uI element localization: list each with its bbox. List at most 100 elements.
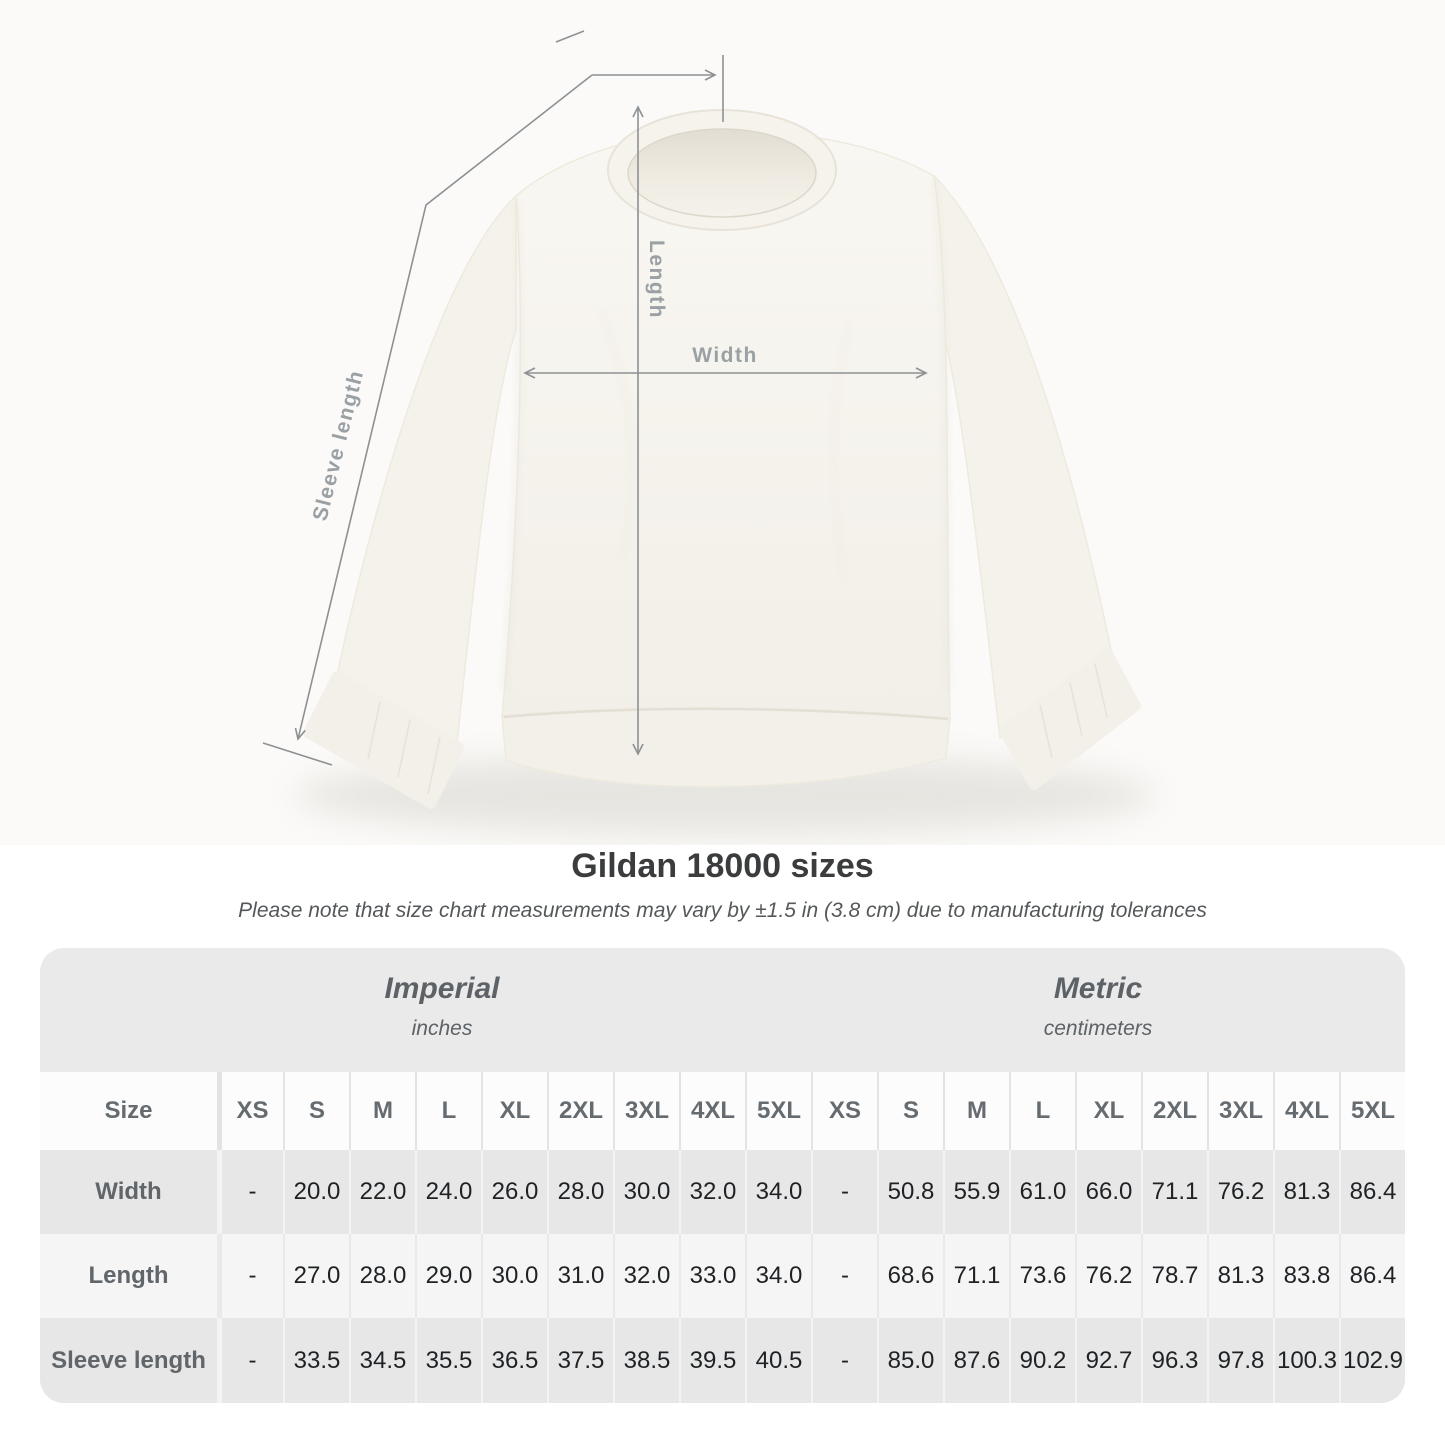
size-header-metric-4xl: 4XL bbox=[1273, 1072, 1339, 1150]
value-metric-row2-col1: 85.0 bbox=[877, 1318, 943, 1403]
value-imperial-row0-col2: 22.0 bbox=[349, 1150, 415, 1234]
sweatshirt-size-diagram: Length Width Sleeve length bbox=[262, 30, 1155, 835]
value-imperial-row2-col0: - bbox=[217, 1318, 283, 1403]
value-imperial-row0-col1: 20.0 bbox=[283, 1150, 349, 1234]
metric-label: Metric bbox=[1053, 972, 1143, 1005]
right-side-seam bbox=[932, 179, 950, 691]
tolerance-note: Please note that size chart measurements… bbox=[238, 899, 1207, 922]
left-cuff bbox=[303, 671, 464, 809]
wrinkle bbox=[831, 319, 852, 581]
size-header-imperial-m: M bbox=[349, 1072, 415, 1150]
value-imperial-row2-col2: 34.5 bbox=[349, 1318, 415, 1403]
unit-group-metric: Metric centimeters bbox=[888, 972, 1308, 1041]
size-header-metric-xl: XL bbox=[1075, 1072, 1141, 1150]
value-metric-row2-col4: 92.7 bbox=[1075, 1318, 1141, 1403]
size-header-imperial-3xl: 3XL bbox=[613, 1072, 679, 1150]
size-header-imperial-4xl: 4XL bbox=[679, 1072, 745, 1150]
value-metric-row2-col8: 102.9 bbox=[1339, 1318, 1405, 1403]
value-imperial-row1-col3: 29.0 bbox=[415, 1234, 481, 1318]
right-cuff bbox=[999, 649, 1141, 790]
value-imperial-row1-col2: 28.0 bbox=[349, 1234, 415, 1318]
imperial-unit-label: inches bbox=[411, 1017, 473, 1040]
value-imperial-row1-col8: 34.0 bbox=[745, 1234, 811, 1318]
unit-band: Imperial inches Metric centimeters bbox=[40, 948, 1405, 1072]
value-imperial-row2-col4: 36.5 bbox=[481, 1318, 547, 1403]
value-imperial-row0-col4: 26.0 bbox=[481, 1150, 547, 1234]
size-header-imperial-xl: XL bbox=[481, 1072, 547, 1150]
value-metric-row2-col3: 90.2 bbox=[1009, 1318, 1075, 1403]
value-metric-row2-col0: - bbox=[811, 1318, 877, 1403]
value-imperial-row1-col4: 30.0 bbox=[481, 1234, 547, 1318]
value-metric-row1-col8: 86.4 bbox=[1339, 1234, 1405, 1318]
value-metric-row0-col8: 86.4 bbox=[1339, 1150, 1405, 1234]
value-imperial-row0-col5: 28.0 bbox=[547, 1150, 613, 1234]
value-metric-row0-col3: 61.0 bbox=[1009, 1150, 1075, 1234]
row-label-sleeve-length: Sleeve length bbox=[40, 1318, 217, 1403]
wrinkle bbox=[598, 309, 635, 561]
measurement-annotations bbox=[262, 30, 928, 766]
value-metric-row2-col5: 96.3 bbox=[1141, 1318, 1207, 1403]
neck-opening bbox=[627, 128, 817, 218]
hem-seam bbox=[503, 707, 949, 721]
value-imperial-row1-col1: 27.0 bbox=[283, 1234, 349, 1318]
value-metric-row0-col2: 55.9 bbox=[943, 1150, 1009, 1234]
size-header-imperial-s: S bbox=[283, 1072, 349, 1150]
row-label-width: Width bbox=[40, 1150, 217, 1234]
size-header-metric-m: M bbox=[943, 1072, 1009, 1150]
value-metric-row0-col5: 71.1 bbox=[1141, 1150, 1207, 1234]
value-metric-row1-col2: 71.1 bbox=[943, 1234, 1009, 1318]
ground-shadow bbox=[295, 755, 1155, 835]
unit-group-imperial: Imperial inches bbox=[232, 972, 652, 1041]
size-header-imperial-2xl: 2XL bbox=[547, 1072, 613, 1150]
value-metric-row1-col1: 68.6 bbox=[877, 1234, 943, 1318]
value-imperial-row0-col0: - bbox=[217, 1150, 283, 1234]
right-cuff-ribs bbox=[1039, 663, 1108, 759]
caption: Gildan 18000 sizes Please note that size… bbox=[0, 846, 1445, 923]
size-table: Imperial inches Metric centimeters Size X… bbox=[40, 948, 1405, 1403]
size-header-imperial-l: L bbox=[415, 1072, 481, 1150]
size-table-grid: Size XS S M L XL 2XL 3XL 4XL 5XL XS S M L XL 2XL 3XL 4XL 5… bbox=[40, 1072, 1405, 1403]
left-side-seam bbox=[502, 199, 521, 691]
size-header-metric-xs: XS bbox=[811, 1072, 877, 1150]
length-label: Length bbox=[645, 240, 668, 319]
page-title: Gildan 18000 sizes bbox=[571, 847, 874, 885]
value-imperial-row0-col6: 30.0 bbox=[613, 1150, 679, 1234]
size-header-metric-s: S bbox=[877, 1072, 943, 1150]
value-metric-row2-col6: 97.8 bbox=[1207, 1318, 1273, 1403]
value-metric-row0-col4: 66.0 bbox=[1075, 1150, 1141, 1234]
value-imperial-row0-col3: 24.0 bbox=[415, 1150, 481, 1234]
size-header-metric-l: L bbox=[1009, 1072, 1075, 1150]
value-imperial-row1-col6: 32.0 bbox=[613, 1234, 679, 1318]
size-header-metric-2xl: 2XL bbox=[1141, 1072, 1207, 1150]
value-metric-row1-col7: 83.8 bbox=[1273, 1234, 1339, 1318]
value-metric-row0-col1: 50.8 bbox=[877, 1150, 943, 1234]
value-metric-row1-col4: 76.2 bbox=[1075, 1234, 1141, 1318]
sweatshirt-illustration bbox=[303, 109, 1141, 809]
imperial-label: Imperial bbox=[384, 972, 500, 1005]
size-header-imperial-5xl: 5XL bbox=[745, 1072, 811, 1150]
sleeve-length-line bbox=[294, 74, 593, 741]
value-metric-row1-col3: 73.6 bbox=[1009, 1234, 1075, 1318]
value-imperial-row2-col3: 35.5 bbox=[415, 1318, 481, 1403]
size-header-metric-3xl: 3XL bbox=[1207, 1072, 1273, 1150]
size-header-metric-5xl: 5XL bbox=[1339, 1072, 1405, 1150]
value-imperial-row0-col8: 34.0 bbox=[745, 1150, 811, 1234]
value-imperial-row2-col1: 33.5 bbox=[283, 1318, 349, 1403]
metric-unit-label: centimeters bbox=[1043, 1017, 1153, 1040]
value-metric-row2-col2: 87.6 bbox=[943, 1318, 1009, 1403]
value-metric-row0-col7: 81.3 bbox=[1273, 1150, 1339, 1234]
value-imperial-row1-col7: 33.0 bbox=[679, 1234, 745, 1318]
width-label: Width bbox=[692, 344, 758, 367]
value-metric-row1-col0: - bbox=[811, 1234, 877, 1318]
size-header-imperial-xs: XS bbox=[217, 1072, 283, 1150]
cuff-end-tick bbox=[262, 742, 333, 766]
value-imperial-row2-col8: 40.5 bbox=[745, 1318, 811, 1403]
value-imperial-row2-col5: 37.5 bbox=[547, 1318, 613, 1403]
size-column-header: Size bbox=[40, 1072, 217, 1150]
value-imperial-row2-col7: 39.5 bbox=[679, 1318, 745, 1403]
value-metric-row1-col6: 81.3 bbox=[1207, 1234, 1273, 1318]
value-metric-row0-col6: 76.2 bbox=[1207, 1150, 1273, 1234]
row-label-length: Length bbox=[40, 1234, 217, 1318]
product-photo: Length Width Sleeve length bbox=[262, 30, 1155, 835]
shoulder-end-tick bbox=[555, 30, 585, 43]
